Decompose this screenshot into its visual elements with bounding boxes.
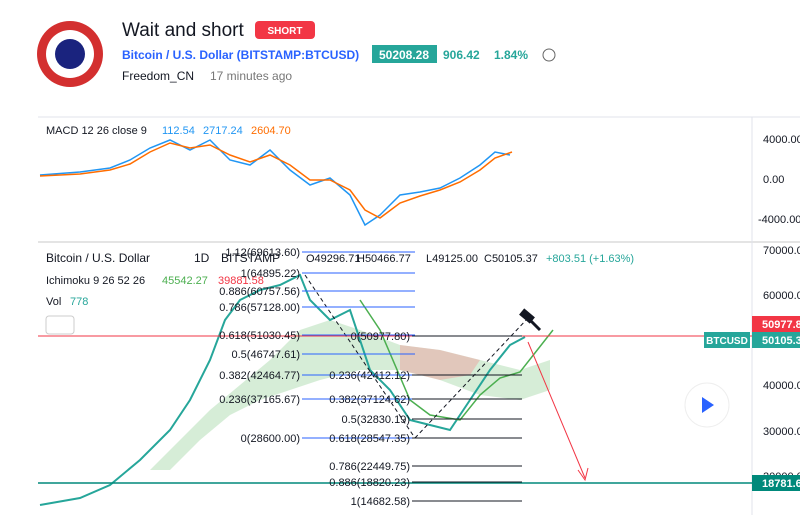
fib-label: 0(50977.80)	[351, 331, 410, 343]
price-tag: 18781.6	[762, 478, 800, 490]
price: 50208.28	[379, 48, 429, 62]
macd-value: 2604.70	[251, 125, 291, 137]
vol-label: Vol	[46, 296, 61, 308]
fib-label: 0.5(32830.19)	[342, 414, 411, 426]
tag-bg	[752, 316, 800, 332]
macd-value: 112.54	[162, 125, 195, 137]
macd-axis-label: -4000.00	[758, 214, 800, 226]
ohlc-change: +803.51 (+1.63%)	[546, 253, 634, 265]
fib-label: 1(64895.22)	[241, 268, 300, 280]
signal-line	[39, 142, 513, 219]
short-icon	[519, 308, 542, 332]
idea-title: Wait and short	[122, 20, 245, 41]
vol-value: 778	[70, 296, 88, 308]
projection-arrow	[527, 341, 586, 479]
tag-bg	[704, 332, 750, 348]
macd-axis-label: 0.00	[763, 174, 784, 186]
price-tag: 50105.3	[762, 335, 800, 347]
fib-label: 0.618(51030.45)	[219, 330, 300, 342]
price-axis-label: 30000.00	[763, 426, 800, 438]
fib-label: 0.382(37124.62)	[329, 394, 410, 406]
legend-symbol: Bitcoin / U.S. Dollar	[46, 251, 150, 265]
fib-label: 0.886(60757.56)	[219, 286, 300, 298]
legend-interval: 1D	[194, 251, 210, 265]
fib-label: 0.382(42464.77)	[219, 370, 300, 382]
fib-trend	[304, 274, 416, 439]
fib-label: 0(28600.00)	[241, 433, 300, 445]
fib-label: 0.236(42412.12)	[329, 370, 410, 382]
tag-bg	[752, 332, 800, 348]
macd-value: 2717.24	[203, 125, 243, 137]
ohlc: H50466.77	[357, 253, 411, 265]
change-pct: 1.84%	[494, 48, 528, 62]
change: 906.42	[443, 48, 480, 62]
symbol-link[interactable]: Bitcoin / U.S. Dollar (BITSTAMP:BTCUSD)	[122, 48, 359, 62]
short-badge-bg	[255, 21, 315, 39]
symbol-tag: BTCUSD	[706, 336, 748, 347]
macd-axis-label: 4000.00	[763, 134, 800, 146]
price-axis-label: 60000.00	[763, 290, 800, 302]
author[interactable]: Freedom_CN	[122, 69, 194, 83]
alert-icon[interactable]	[542, 48, 556, 62]
lagging-line	[359, 299, 554, 421]
price-axis-label: 40000.00	[763, 380, 800, 392]
legend-exchange: BITSTAMP	[221, 251, 280, 265]
fib-label: 0.236(37165.67)	[219, 394, 300, 406]
ichimoku-label: Ichimoku 9 26 52 26	[46, 275, 145, 287]
fib-label: 0.5(46747.61)	[232, 349, 301, 361]
fib-label: 0.786(57128.00)	[219, 302, 300, 314]
collapse-button[interactable]	[45, 315, 75, 335]
ichimoku-value: 45542.27	[162, 275, 208, 287]
tag-bg	[752, 475, 800, 491]
play-icon	[702, 397, 714, 413]
time: 17 minutes ago	[210, 69, 292, 83]
price-line	[39, 273, 526, 506]
fib-label: 0.786(22449.75)	[329, 461, 410, 473]
arrow-head	[577, 467, 589, 482]
macd-label: MACD 12 26 close 9	[46, 125, 147, 137]
price-axis-label: 70000.00	[763, 245, 800, 257]
ohlc: L49125.00	[426, 253, 478, 265]
ichimoku-cloud-red	[400, 345, 480, 380]
fib-label: 1.12(69613.60)	[225, 247, 300, 259]
fib-label: 1(14682.58)	[351, 496, 410, 508]
short-badge: SHORT	[268, 26, 303, 37]
ohlc: O49296.71	[306, 253, 360, 265]
ichimoku-cloud	[150, 320, 550, 470]
price-bg	[372, 45, 437, 63]
ohlc: C50105.37	[484, 253, 538, 265]
fib-label: 0.886(18820.23)	[329, 477, 410, 489]
fib-label: 0.618(28547.35)	[329, 433, 410, 445]
ichimoku-value: 39881.58	[218, 275, 264, 287]
avatar[interactable]	[37, 21, 103, 87]
price-tag: 50977.8	[762, 319, 800, 331]
macd-line	[39, 139, 511, 227]
